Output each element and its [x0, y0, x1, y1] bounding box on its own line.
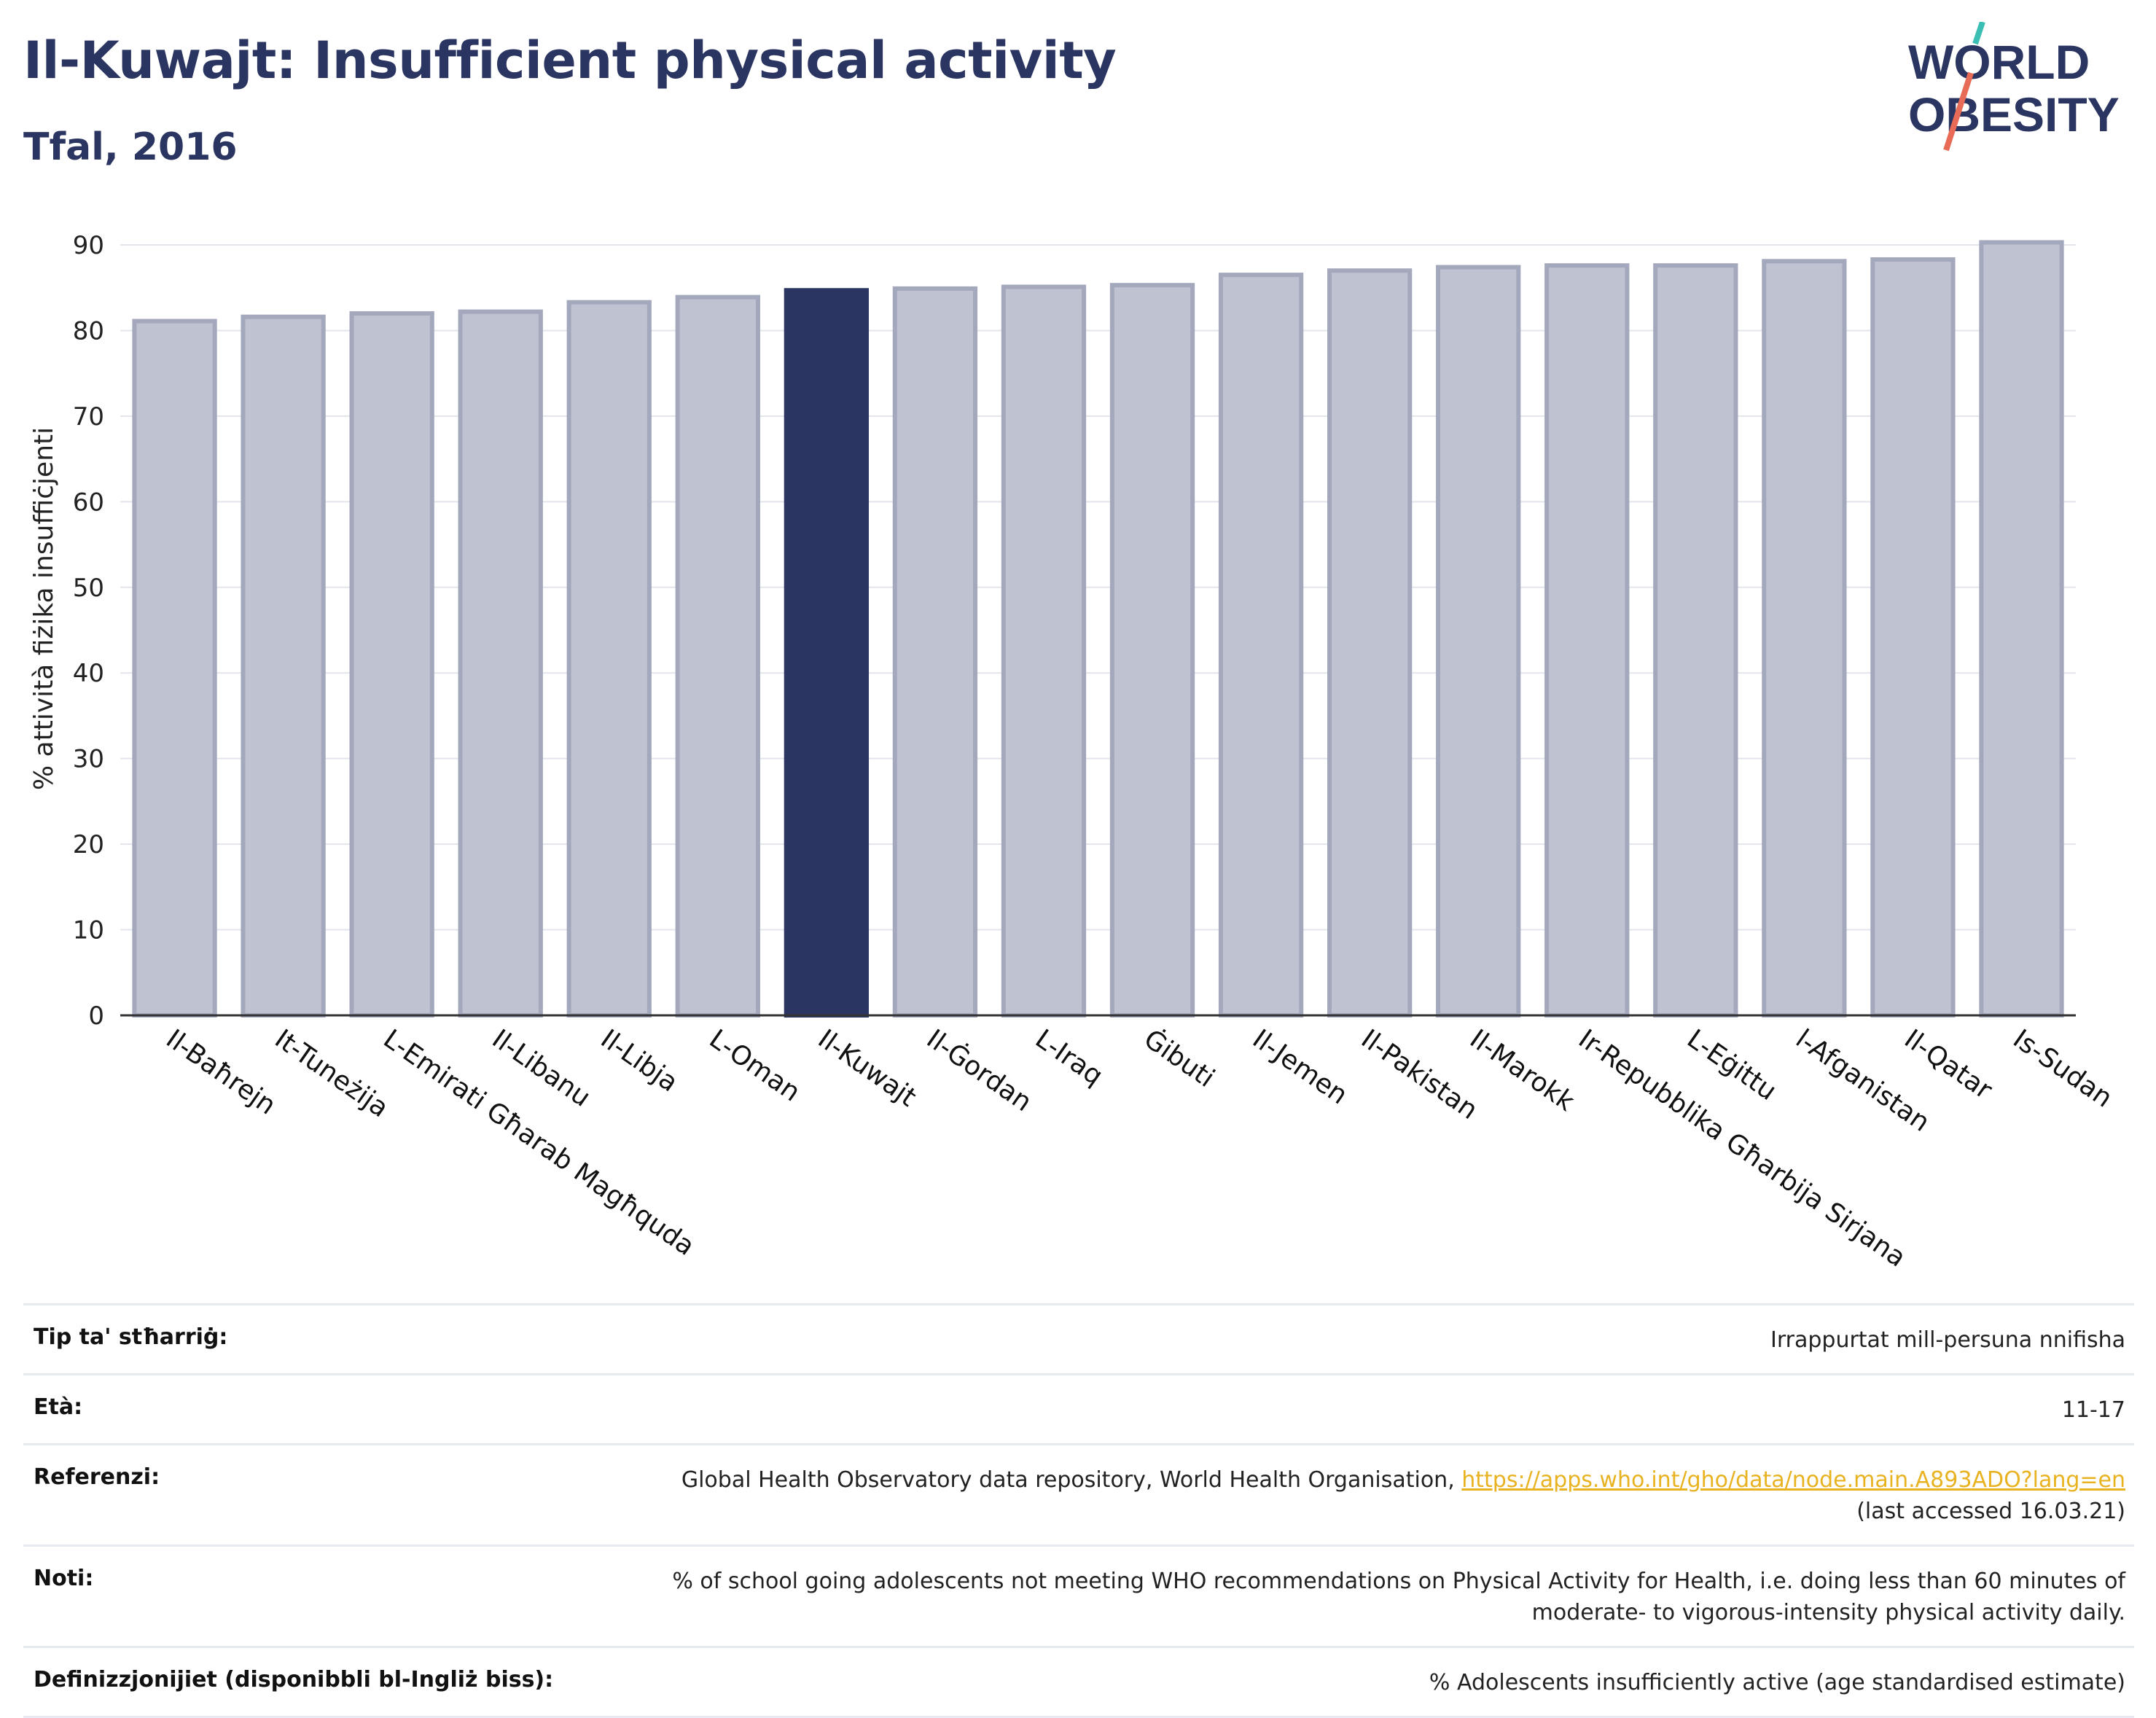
info-label: Referenzi: — [34, 1464, 160, 1490]
info-value: % Adolescents insufficiently active (age… — [1429, 1670, 2125, 1695]
x-tick-label: Il-Kuwajt — [813, 1024, 922, 1113]
info-row-age: Età: 11-17 — [23, 1373, 2134, 1443]
x-tick-label: Il-Jemen — [1247, 1024, 1353, 1111]
page-subtitle: Tfal, 2016 — [23, 125, 238, 169]
bar-chart: 0 10 20 30 40 50 60 70 80 90 Il-BaħrejnIt-Tuneżija… — [29, 231, 2117, 1273]
y-tick-label: 60 — [73, 488, 104, 517]
bar-l-oman[interactable] — [675, 294, 760, 1018]
info-label: Noti: — [34, 1566, 94, 1591]
bar-l-e-ittu[interactable] — [1653, 263, 1738, 1018]
notes-text: % of school going adolescents not meetin… — [672, 1569, 2125, 1594]
svg-text:OBESITY: OBESITY — [1908, 87, 2120, 141]
bar-il-pakistan[interactable] — [1327, 268, 1413, 1018]
y-tick-label: 20 — [73, 830, 104, 859]
info-row-notes: Noti: % of school going adolescents not … — [23, 1545, 2134, 1646]
bar-il-libanu[interactable] — [458, 309, 543, 1018]
bar-l-iraq[interactable] — [1001, 284, 1087, 1018]
svg-text:WORLD: WORLD — [1908, 35, 2090, 89]
notes-text-2: moderate- to vigorous-intensity physical… — [1531, 1600, 2125, 1625]
y-tick-label: 50 — [73, 574, 104, 603]
info-value: 11-17 — [2061, 1397, 2125, 1423]
bar-il-kuwajt[interactable] — [784, 288, 870, 1018]
bar-il-marokk[interactable] — [1436, 265, 1521, 1018]
bar-il-qatar[interactable] — [1870, 257, 1956, 1018]
x-tick-label: L-Oman — [704, 1024, 806, 1108]
info-value: Irrappurtat mill-persuna nnifisha — [1770, 1327, 2125, 1353]
bar-is-sudan[interactable] — [1979, 240, 2064, 1018]
y-tick-label: 40 — [73, 659, 104, 688]
bar-il-ba-rejn[interactable] — [132, 319, 217, 1018]
y-tick-label: 80 — [73, 316, 104, 345]
x-tick-label: L-Iraq — [1030, 1024, 1109, 1092]
y-tick-label: 30 — [73, 745, 104, 774]
info-table: Tip ta' stħarriġ: Irrappurtat mill-persu… — [23, 1303, 2134, 1718]
bar-it-tune-ija[interactable] — [241, 314, 326, 1018]
reference-text: Global Health Observatory data repositor… — [681, 1467, 1462, 1493]
info-row-survey: Tip ta' stħarriġ: Irrappurtat mill-persu… — [23, 1303, 2134, 1373]
x-tick-label: Il-Marokk — [1464, 1024, 1579, 1117]
x-tick-label: Il-Qatar — [1899, 1024, 1997, 1106]
reference-accessed: (last accessed 16.03.21) — [1856, 1499, 2125, 1524]
y-tick-label: 70 — [73, 402, 104, 432]
info-value: % of school going adolescents not meetin… — [672, 1566, 2125, 1628]
info-label: Definizzjonijiet (disponibbli bl-Ingliż … — [34, 1667, 554, 1692]
x-tick-label: Is-Sudan — [2007, 1024, 2117, 1114]
bar-l-afganistan[interactable] — [1762, 259, 1847, 1018]
y-tick-label: 10 — [73, 916, 104, 945]
info-label: Età: — [34, 1394, 83, 1420]
bar-il-jemen[interactable] — [1218, 273, 1304, 1018]
page-title: Il-Kuwajt: Insufficient physical activit… — [23, 31, 1117, 90]
info-label: Tip ta' stħarriġ: — [34, 1324, 228, 1350]
x-tick-label: L-Eġittu — [1682, 1024, 1781, 1106]
bar-il-ordan[interactable] — [892, 286, 978, 1018]
x-tick-label: Il-Pakistan — [1356, 1024, 1483, 1125]
info-row-definitions: Definizzjonijiet (disponibbli bl-Ingliż … — [23, 1646, 2134, 1718]
x-tick-label: Il-Ġordan — [921, 1023, 1038, 1117]
bar-ir-repubblika-g-arbija-sirjana[interactable] — [1544, 263, 1630, 1018]
reference-link[interactable]: https://apps.who.int/gho/data/node.main.… — [1461, 1467, 2125, 1493]
x-tick-label: Il-Libja — [595, 1024, 684, 1098]
y-tick-label: 0 — [88, 1001, 104, 1031]
bar-il-libja[interactable] — [566, 300, 652, 1018]
x-tick-label: It-Tuneżija — [269, 1024, 394, 1124]
info-row-references: Referenzi: Global Health Observatory dat… — [23, 1443, 2134, 1545]
world-obesity-logo: WORLD OBESITY — [1908, 22, 2120, 152]
y-tick-label: 90 — [73, 231, 104, 260]
x-tick-label: Il-Baħrejn — [160, 1024, 281, 1121]
bar-l-emirati-g-arab-mag-quda[interactable] — [349, 311, 434, 1018]
x-tick-label: Ġibuti — [1138, 1023, 1220, 1093]
bar--ibuti[interactable] — [1109, 283, 1195, 1018]
info-value: Global Health Observatory data repositor… — [681, 1464, 2125, 1527]
y-axis-label: % attività fiżika insuffiċjenti — [29, 427, 59, 790]
